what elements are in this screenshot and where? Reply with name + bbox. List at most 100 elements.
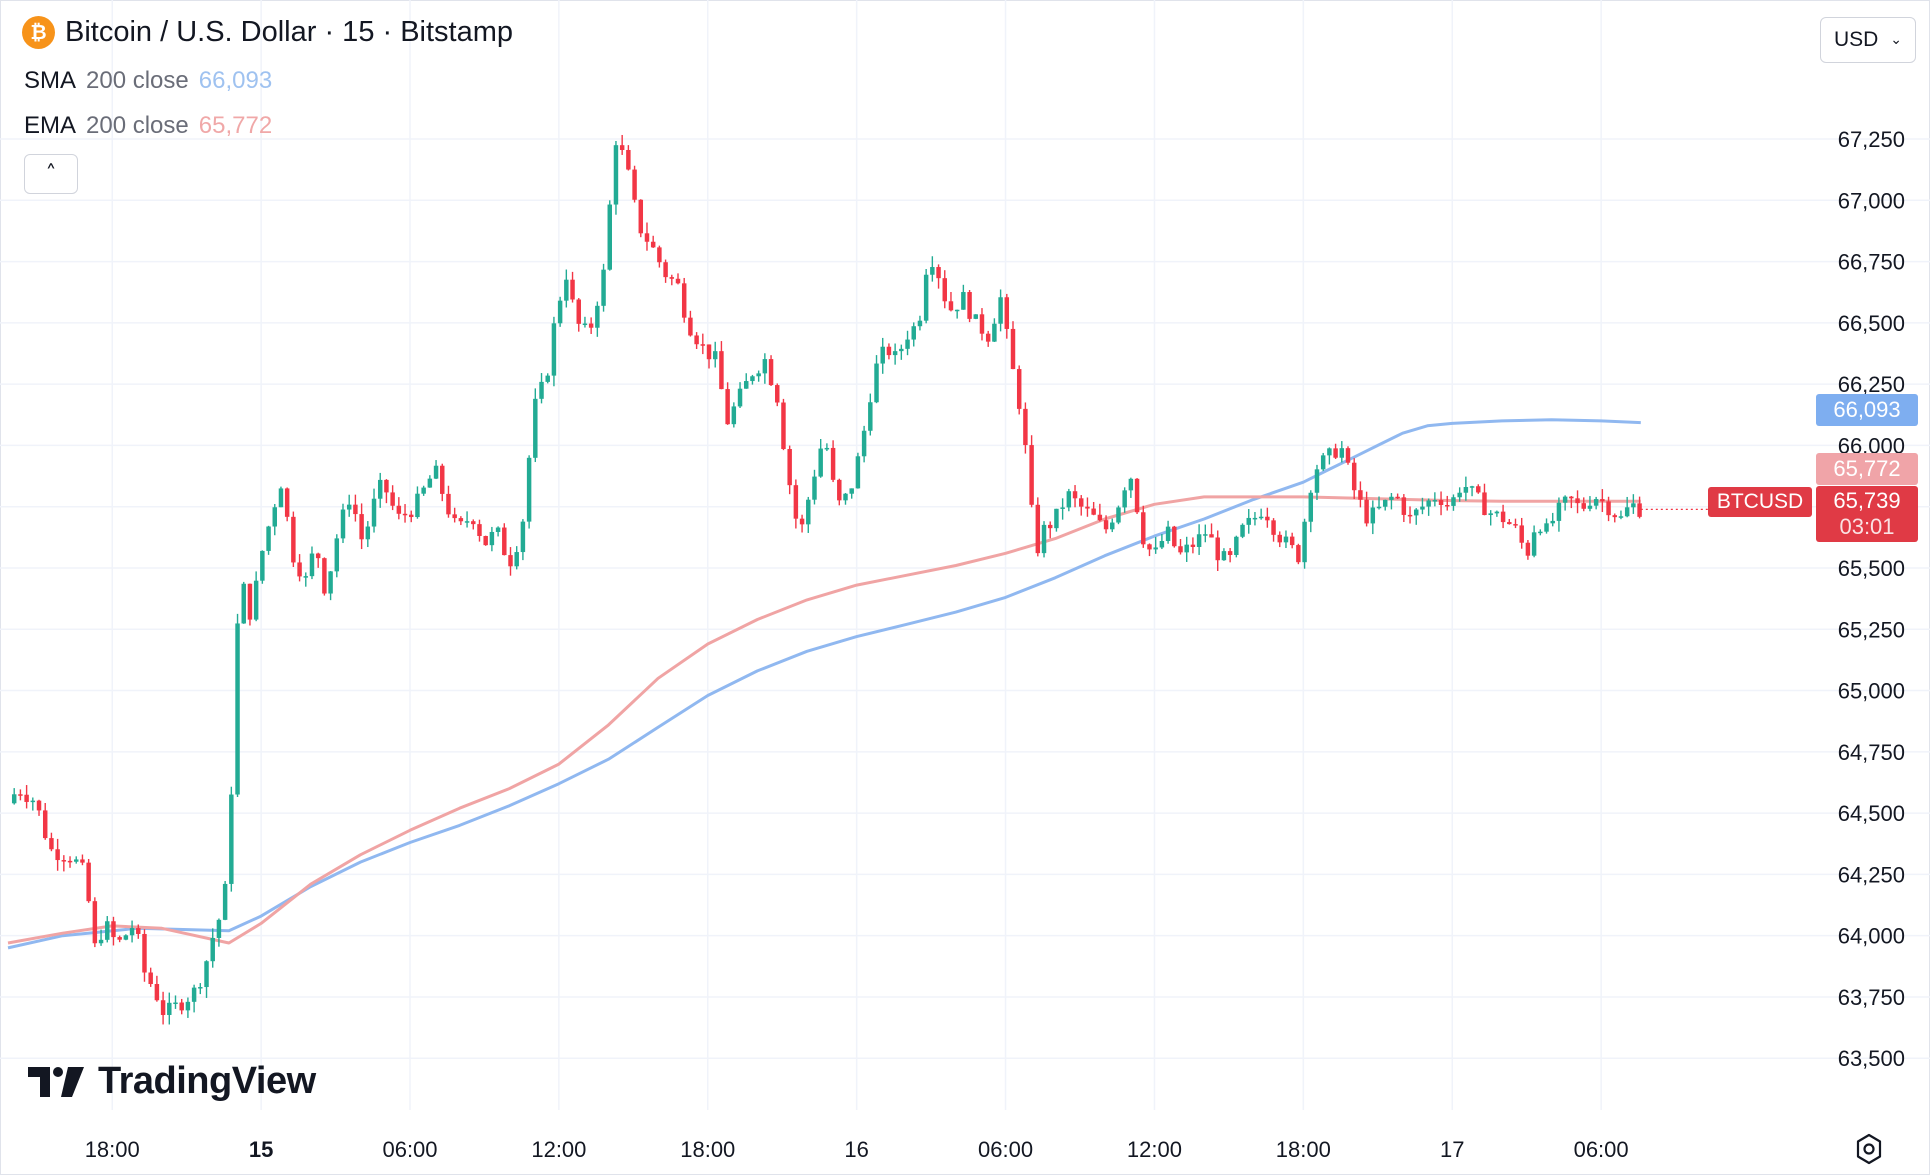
candle-body	[539, 381, 544, 399]
candle-body	[1060, 507, 1065, 509]
candle-body	[129, 928, 135, 936]
collapse-indicators-button[interactable]: ˄	[24, 154, 78, 194]
candle-body	[1234, 536, 1239, 555]
settings-icon[interactable]	[1852, 1132, 1886, 1166]
candle-body	[1091, 508, 1096, 515]
ema-price-value: 65,772	[1833, 456, 1901, 481]
candle-body	[390, 492, 395, 506]
candle-body	[961, 292, 966, 310]
candle-body	[278, 488, 284, 508]
candle-body	[185, 1001, 191, 1011]
candle-body	[861, 430, 867, 457]
candle-body	[1463, 487, 1469, 493]
candle-body	[1575, 498, 1580, 504]
candle-body	[42, 810, 48, 839]
candle-body	[1358, 490, 1363, 500]
candle-body	[1178, 546, 1183, 553]
candle-body	[489, 531, 495, 546]
candle-body	[1612, 515, 1617, 518]
chevron-up-icon: ˄	[45, 161, 57, 187]
candle-body	[1544, 523, 1549, 532]
candle-body	[421, 487, 426, 494]
candle-body	[1320, 455, 1326, 470]
candle-body	[260, 550, 265, 581]
candle-body	[744, 381, 749, 389]
candle-body	[1600, 499, 1605, 502]
candle-body	[588, 323, 594, 328]
candle-body	[1023, 408, 1028, 446]
candle-body	[998, 297, 1003, 324]
candle-body	[49, 838, 54, 850]
candle-body	[1414, 509, 1419, 516]
candle-body	[837, 479, 842, 501]
candle-body	[1538, 531, 1543, 534]
candle-body	[967, 292, 972, 319]
y-axis-tick-label: 66,750	[1838, 250, 1905, 275]
indicator-sma[interactable]: SMA 200 close 66,093	[24, 67, 272, 95]
candle-body	[1364, 499, 1369, 524]
candle-body	[222, 883, 228, 920]
candle-body	[632, 169, 637, 200]
candle-body	[204, 961, 209, 988]
candle-body	[359, 514, 364, 540]
candle-body	[495, 527, 501, 532]
candle-body	[1147, 544, 1152, 550]
candle-body	[173, 1002, 178, 1005]
candle-body	[1556, 502, 1562, 521]
symbol-tag: BTCUSD	[1708, 487, 1812, 517]
currency-select[interactable]: USD ⌄	[1820, 17, 1916, 63]
candle-body	[18, 794, 23, 796]
candle-body	[30, 800, 36, 803]
candle-body	[737, 388, 743, 407]
candle-body	[688, 317, 693, 336]
candle-body	[315, 553, 321, 559]
candle-body	[1482, 492, 1487, 516]
candle-body	[911, 326, 916, 340]
candle-body	[681, 283, 687, 318]
candle-body	[1339, 448, 1345, 458]
candle-body	[1079, 498, 1084, 507]
candle-body	[582, 323, 588, 326]
x-axis-tick-label: 18:00	[1276, 1137, 1331, 1162]
candle-body	[526, 457, 532, 522]
candle-body	[1593, 499, 1599, 506]
candle-body	[1103, 520, 1109, 530]
candle-body	[11, 794, 17, 804]
candle-body	[322, 558, 327, 594]
candle-body	[992, 323, 997, 342]
candle-body	[105, 921, 110, 940]
candle-body	[942, 278, 947, 302]
candle-body	[533, 398, 538, 458]
chart-title: Bitcoin / U.S. Dollar · 15 · Bitstamp	[65, 16, 514, 48]
y-axis-tick-label: 63,500	[1838, 1046, 1905, 1071]
candle-body	[272, 507, 277, 527]
x-axis-tick-label: 06:00	[978, 1137, 1033, 1162]
candle-body	[384, 479, 389, 493]
candle-body	[1165, 526, 1171, 542]
candle-body	[1128, 478, 1134, 491]
candle-body	[1488, 513, 1493, 516]
candle-body	[74, 859, 79, 862]
candle-body	[210, 937, 215, 962]
ema-200-line	[7, 495, 1641, 945]
candle-body	[1494, 511, 1500, 514]
candle-body	[1569, 496, 1574, 499]
x-axis-tick-label: 16	[844, 1137, 868, 1162]
candle-body	[1240, 524, 1245, 537]
candle-body	[402, 513, 408, 516]
candle-body	[1172, 526, 1177, 547]
tradingview-logo[interactable]: TradingView	[28, 1060, 316, 1103]
candle-body	[142, 933, 147, 973]
last-price-value: 65,739	[1833, 488, 1901, 513]
candle-body	[619, 145, 625, 150]
candle-body	[985, 333, 991, 342]
indicator-ema[interactable]: EMA 200 close 65,772	[24, 112, 272, 140]
candle-body	[806, 499, 811, 525]
indicator-value: 65,772	[198, 112, 273, 139]
candle-body	[799, 518, 805, 525]
x-axis-tick-label: 06:00	[1574, 1137, 1629, 1162]
candle-body	[731, 406, 737, 425]
candle-body	[886, 346, 892, 356]
candle-body	[1097, 514, 1103, 521]
